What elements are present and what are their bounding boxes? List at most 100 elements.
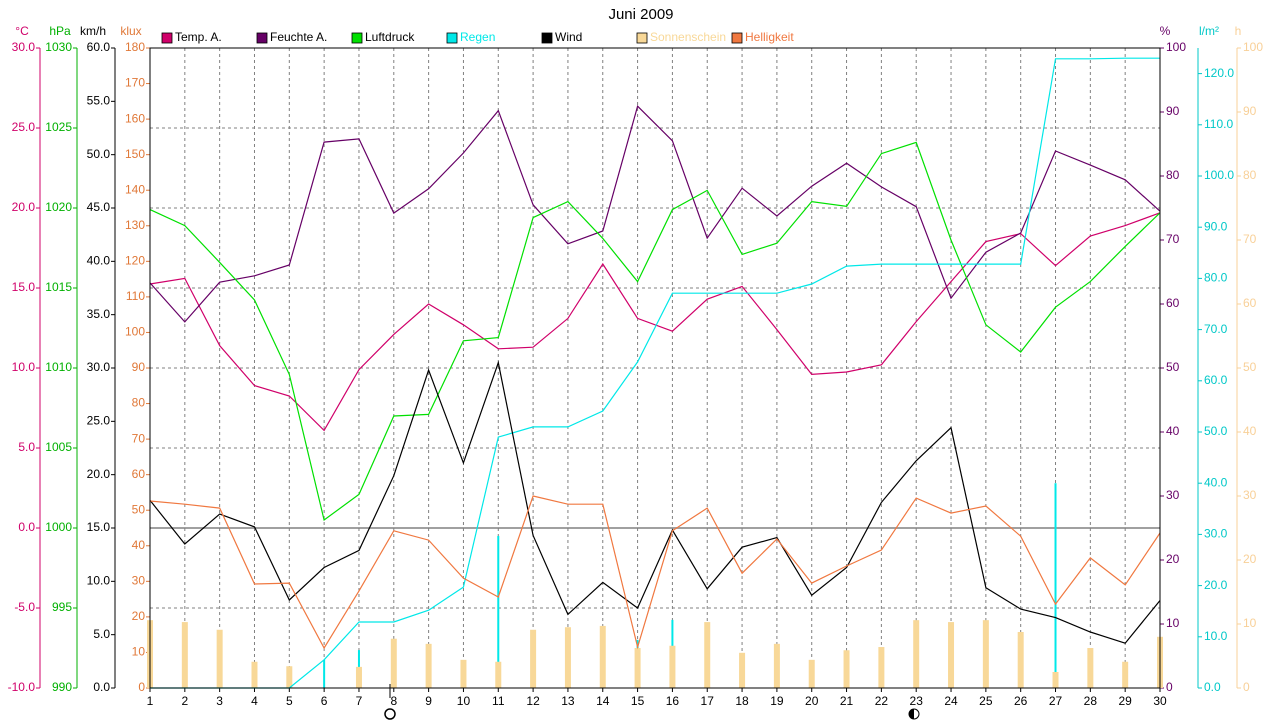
sunshine-bar xyxy=(878,647,885,688)
y-tick-label: 70 xyxy=(132,431,146,445)
y-tick-label: 995 xyxy=(52,600,72,614)
sunshine-bar xyxy=(982,620,989,688)
sunshine-bar xyxy=(495,661,502,688)
x-tick-label: 10 xyxy=(457,694,471,708)
chart-title: Juni 2009 xyxy=(608,6,673,23)
x-tick-label: 12 xyxy=(526,694,540,708)
sunshine-bar xyxy=(739,652,746,688)
y-tick-label: 40 xyxy=(132,538,146,552)
sunshine-bar xyxy=(1122,661,1129,688)
sunshine-bar xyxy=(181,622,188,688)
axis-unit: klux xyxy=(120,24,141,38)
y-tick-label: 45.0 xyxy=(87,200,111,214)
y-tick-label: 50 xyxy=(132,502,146,516)
y-tick-label: 90 xyxy=(1243,104,1257,118)
y-tick-label: -5.0 xyxy=(14,600,35,614)
y-tick-label: 20 xyxy=(1166,552,1180,566)
y-tick-label: 70 xyxy=(1166,232,1180,246)
x-tick-label: 22 xyxy=(875,694,889,708)
legend-label: Feuchte A. xyxy=(270,30,327,44)
y-tick-label: 50 xyxy=(1243,360,1257,374)
sunshine-bar xyxy=(460,659,467,688)
sunshine-bar xyxy=(286,666,293,688)
legend-swatch xyxy=(351,32,363,44)
y-tick-label: 55.0 xyxy=(87,94,111,108)
rain-bar xyxy=(323,659,326,688)
x-tick-label: 20 xyxy=(805,694,819,708)
y-tick-label: 90.0 xyxy=(1204,219,1228,233)
sunshine-bar xyxy=(599,625,606,688)
x-tick-label: 1 xyxy=(147,694,154,708)
y-tick-label: 30.0 xyxy=(1204,527,1228,541)
legend-swatch xyxy=(161,32,173,44)
legend-swatch xyxy=(541,32,553,44)
legend-swatch xyxy=(446,32,458,44)
sunshine-bar xyxy=(843,650,850,688)
y-tick-label: 130 xyxy=(125,218,145,232)
y-tick-label: 5.0 xyxy=(18,440,35,454)
axis-unit: l/m² xyxy=(1199,24,1219,38)
x-tick-label: 23 xyxy=(910,694,924,708)
y-tick-label: 60 xyxy=(1166,296,1180,310)
x-tick-label: 4 xyxy=(251,694,258,708)
sunshine-bar xyxy=(564,627,571,688)
y-tick-label: 60.0 xyxy=(87,40,111,54)
y-tick-label: 80.0 xyxy=(1204,271,1228,285)
y-tick-label: 1010 xyxy=(45,360,72,374)
y-tick-label: 30.0 xyxy=(12,40,36,54)
x-tick-label: 18 xyxy=(735,694,749,708)
x-tick-label: 6 xyxy=(321,694,328,708)
sunshine-bar xyxy=(913,620,920,688)
y-tick-label: 50.0 xyxy=(87,147,111,161)
y-tick-label: 0 xyxy=(1166,680,1173,694)
y-tick-label: 0.0 xyxy=(93,680,110,694)
y-tick-label: 10.0 xyxy=(12,360,36,374)
sunshine-bar xyxy=(1087,648,1094,688)
y-tick-label: 80 xyxy=(132,396,146,410)
series-line xyxy=(149,360,1161,644)
y-tick-label: 100 xyxy=(1166,40,1186,54)
legend-label: Regen xyxy=(460,30,495,44)
y-tick-label: 0.0 xyxy=(1204,680,1221,694)
y-tick-label: 30.0 xyxy=(87,360,111,374)
x-tick-label: 26 xyxy=(1014,694,1028,708)
y-tick-label: 25.0 xyxy=(87,414,111,428)
y-tick-label: 160 xyxy=(125,111,145,125)
x-tick-label: 11 xyxy=(492,694,505,708)
x-tick-label: 21 xyxy=(840,694,854,708)
y-tick-label: 1015 xyxy=(45,280,72,294)
rain-bar xyxy=(497,535,500,688)
rain-bar xyxy=(1054,483,1057,688)
x-tick-label: 17 xyxy=(701,694,715,708)
y-tick-label: 1025 xyxy=(45,120,72,134)
x-tick-label: 14 xyxy=(596,694,610,708)
y-tick-label: 10.0 xyxy=(87,574,111,588)
sunshine-bar xyxy=(251,661,258,688)
y-tick-label: 40.0 xyxy=(87,254,111,268)
legend-label: Sonnenschein xyxy=(650,30,726,44)
legend-label: Wind xyxy=(555,30,582,44)
y-tick-label: 10 xyxy=(1243,616,1257,630)
y-tick-label: 15.0 xyxy=(12,280,36,294)
y-tick-label: 70 xyxy=(1243,232,1257,246)
y-tick-label: 40 xyxy=(1166,424,1180,438)
x-tick-label: 8 xyxy=(390,694,397,708)
y-tick-label: 10 xyxy=(1166,616,1180,630)
y-tick-label: 1020 xyxy=(45,200,72,214)
y-tick-label: 60 xyxy=(1243,296,1257,310)
y-tick-label: 40.0 xyxy=(1204,475,1228,489)
series-line xyxy=(149,105,1161,323)
sunshine-bar xyxy=(634,648,641,688)
x-tick-label: 15 xyxy=(631,694,645,708)
y-tick-label: 50 xyxy=(1166,360,1180,374)
y-tick-label: 20 xyxy=(132,609,146,623)
series-line xyxy=(149,495,1161,650)
y-tick-label: 40 xyxy=(1243,424,1257,438)
x-tick-label: 28 xyxy=(1084,694,1098,708)
y-tick-label: 170 xyxy=(125,76,145,90)
y-tick-label: 5.0 xyxy=(93,627,110,641)
x-tick-label: 25 xyxy=(979,694,993,708)
y-tick-label: 20.0 xyxy=(12,200,36,214)
